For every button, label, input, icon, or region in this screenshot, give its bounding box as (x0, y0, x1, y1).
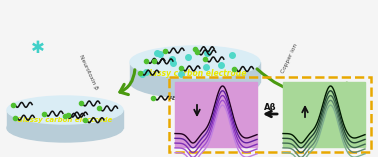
FancyBboxPatch shape (283, 82, 365, 147)
Text: Neurotoxin β: Neurotoxin β (78, 54, 98, 90)
Text: ✱: ✱ (31, 39, 45, 57)
FancyBboxPatch shape (175, 82, 257, 147)
Text: Glassy carbon electrode: Glassy carbon electrode (143, 68, 247, 78)
Text: Aβ: Aβ (264, 103, 276, 113)
Text: Glassy carbon electrode: Glassy carbon electrode (17, 117, 113, 123)
FancyBboxPatch shape (7, 110, 123, 128)
FancyBboxPatch shape (130, 62, 260, 82)
FancyArrowPatch shape (120, 70, 135, 95)
Ellipse shape (130, 46, 260, 78)
Ellipse shape (130, 66, 260, 98)
FancyArrowPatch shape (257, 69, 355, 95)
Ellipse shape (7, 96, 123, 124)
Text: ABTS-PDDA/CNTs: ABTS-PDDA/CNTs (169, 95, 222, 100)
Ellipse shape (7, 114, 123, 142)
Text: Copper ion: Copper ion (281, 42, 299, 74)
